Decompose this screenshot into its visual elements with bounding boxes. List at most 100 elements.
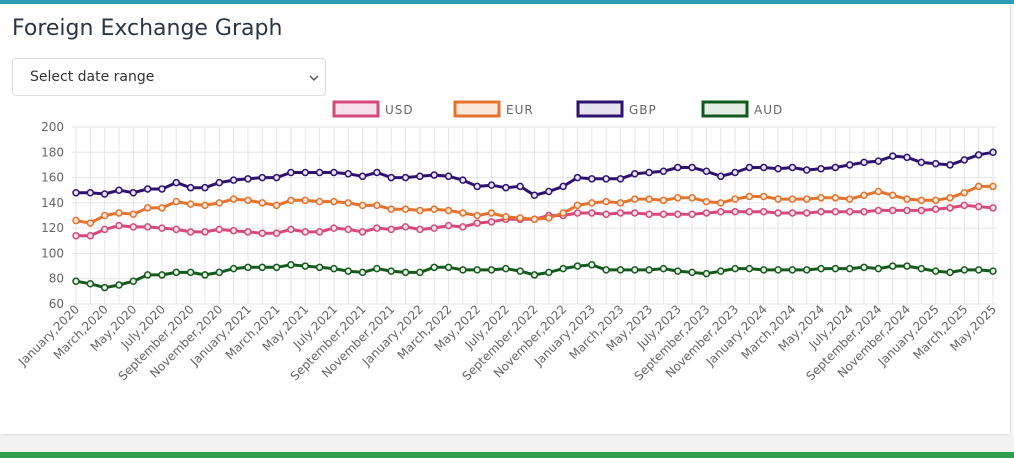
data-point-usd [387, 225, 395, 234]
data-point-usd [760, 207, 768, 216]
data-point-usd [631, 209, 639, 217]
y-tick-label: 200 [41, 120, 64, 134]
legend-swatch-aud [701, 100, 749, 118]
data-point-gbp [172, 178, 181, 187]
bottom-accent-bar [0, 452, 1014, 458]
data-point-eur [903, 195, 911, 203]
data-point-aud [172, 268, 181, 277]
data-point-gbp [272, 173, 281, 182]
data-point-aud [258, 263, 267, 272]
data-point-eur [845, 195, 854, 203]
data-point-aud [931, 267, 940, 275]
data-point-eur [960, 188, 969, 197]
data-point-usd [745, 207, 754, 216]
data-point-usd [430, 224, 438, 232]
data-point-gbp [473, 182, 481, 191]
data-point-aud [602, 266, 610, 274]
data-point-usd [287, 225, 295, 234]
data-point-usd [143, 223, 152, 231]
legend-label-usd: USD [385, 103, 414, 117]
data-point-aud [215, 268, 224, 277]
data-point-aud [631, 266, 639, 274]
data-point-eur [745, 192, 754, 201]
data-point-eur [330, 197, 338, 206]
data-point-gbp [674, 163, 682, 172]
data-point-eur [272, 201, 281, 210]
y-tick-label: 60 [49, 297, 64, 311]
data-point-eur [215, 199, 224, 207]
data-point-aud [287, 261, 295, 269]
data-point-usd [201, 228, 209, 236]
data-point-gbp [974, 151, 983, 159]
data-point-eur [416, 206, 424, 215]
data-point-aud [817, 264, 825, 273]
data-point-aud [72, 277, 80, 285]
data-point-gbp [459, 176, 467, 184]
data-point-usd [487, 218, 496, 226]
data-point-usd [358, 228, 367, 236]
data-point-eur [602, 197, 610, 206]
legend-label-eur: EUR [506, 103, 534, 117]
data-point-eur [502, 213, 510, 221]
y-tick-label: 160 [41, 171, 64, 185]
data-point-usd [688, 210, 696, 218]
data-point-eur [444, 206, 453, 215]
data-point-usd [588, 209, 596, 217]
data-point-gbp [760, 163, 768, 172]
data-point-gbp [530, 191, 539, 200]
y-tick-label: 100 [41, 246, 64, 260]
data-point-aud [272, 263, 281, 272]
data-point-aud [845, 264, 854, 273]
data-point-gbp [373, 168, 381, 177]
data-point-eur [387, 205, 395, 213]
data-point-gbp [931, 159, 940, 168]
legend-label-aud: AUD [754, 103, 783, 117]
data-point-usd [344, 225, 352, 234]
data-point-aud [545, 268, 553, 277]
data-point-gbp [244, 175, 252, 183]
data-point-usd [86, 231, 95, 240]
y-tick-label: 180 [41, 145, 64, 159]
data-point-usd [373, 224, 381, 232]
data-point-gbp [960, 156, 969, 164]
data-point-usd [788, 209, 797, 217]
data-point-aud [717, 267, 725, 275]
data-point-gbp [72, 188, 80, 197]
data-point-aud [330, 264, 338, 273]
data-point-aud [573, 262, 582, 270]
data-point-eur [802, 195, 811, 203]
data-point-aud [588, 261, 596, 269]
data-point-eur [831, 194, 840, 202]
data-point-gbp [602, 175, 610, 183]
data-point-gbp [100, 190, 109, 198]
data-point-eur [817, 194, 825, 202]
data-point-usd [272, 229, 281, 237]
data-point-usd [989, 204, 997, 212]
chevron-down-icon [309, 75, 319, 81]
data-point-eur [774, 195, 782, 203]
data-point-usd [960, 201, 969, 210]
data-point-eur [688, 194, 696, 202]
data-point-aud [903, 262, 911, 270]
data-point-eur [373, 201, 381, 210]
data-point-gbp [802, 166, 811, 174]
data-point-usd [659, 210, 668, 218]
data-point-eur [459, 209, 467, 217]
data-point-eur [172, 197, 181, 206]
data-point-eur [674, 194, 682, 202]
data-point-gbp [588, 175, 596, 183]
data-point-usd [888, 206, 897, 215]
data-point-aud [659, 264, 668, 273]
data-point-aud [674, 267, 682, 275]
data-point-gbp [358, 172, 367, 181]
data-point-eur [616, 199, 625, 207]
legend-swatch-gbp [576, 100, 624, 118]
date-range-select[interactable]: Select date range [12, 58, 326, 96]
data-point-gbp [946, 161, 954, 169]
data-point-gbp [301, 168, 309, 177]
data-point-aud [143, 271, 152, 279]
data-point-usd [129, 223, 138, 231]
data-point-eur [974, 182, 983, 191]
data-point-gbp [516, 182, 524, 191]
data-point-gbp [731, 168, 739, 177]
